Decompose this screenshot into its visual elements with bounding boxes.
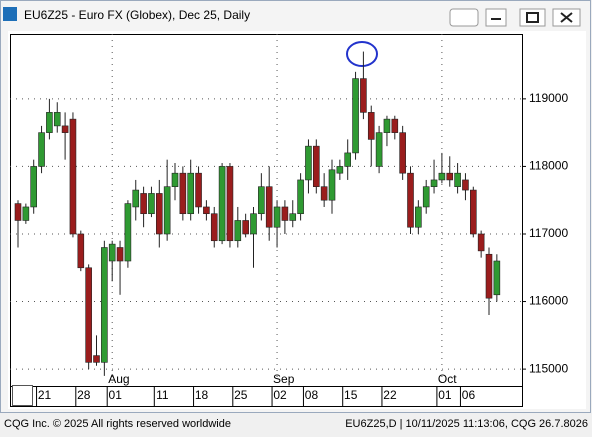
candle-body	[312, 145, 320, 187]
candle-body	[250, 213, 257, 235]
candle-body	[171, 172, 179, 187]
x-tick-label: 06	[462, 388, 476, 402]
date-row	[10, 386, 523, 407]
candle-body	[320, 186, 328, 201]
candle-body	[493, 260, 501, 296]
candle-body	[281, 206, 289, 221]
candle-body	[469, 189, 477, 235]
candle-body	[85, 267, 92, 363]
candle-body	[203, 206, 210, 215]
maximize-icon	[526, 12, 539, 23]
month-label: Oct	[438, 372, 457, 386]
y-tick-label: 116000	[529, 294, 568, 308]
candle-body	[116, 247, 124, 262]
x-tick-label: 25	[234, 388, 248, 402]
y-tick-label: 117000	[529, 226, 568, 240]
x-tick-label: 22	[383, 388, 397, 402]
candle-body	[132, 189, 140, 208]
candle-body	[234, 220, 242, 242]
candle-body	[485, 253, 493, 299]
candle-body	[46, 112, 53, 133]
month-label: Sep	[273, 372, 295, 386]
candle-body	[477, 233, 485, 252]
candle-body	[454, 172, 461, 187]
candle-body	[289, 213, 297, 221]
x-tick-label: 18	[195, 388, 209, 402]
x-tick-label: 01	[438, 388, 452, 402]
x-tick-label: 02	[273, 388, 287, 402]
candle-body	[124, 203, 132, 262]
y-tick-label: 118000	[529, 159, 568, 173]
x-tick-label: 08	[305, 388, 319, 402]
candle-body	[93, 355, 100, 363]
candle-body	[265, 186, 273, 228]
candle-body	[462, 179, 469, 191]
candle-body	[61, 125, 69, 133]
candle-body	[148, 193, 155, 215]
y-tick-label: 115000	[529, 361, 568, 375]
candle-body	[53, 112, 61, 127]
maximize-button[interactable]	[519, 8, 546, 27]
highlight-circle	[346, 41, 378, 67]
candle-body	[352, 78, 359, 154]
candle-body	[305, 145, 312, 181]
candle-body	[438, 172, 446, 181]
candle-body	[258, 186, 265, 215]
candle-body	[336, 166, 344, 174]
candle-body	[328, 169, 336, 201]
candle-body	[77, 233, 85, 269]
candle-body	[367, 112, 375, 140]
candle-body	[38, 132, 45, 167]
candle-body	[218, 166, 226, 242]
candle-body	[69, 118, 77, 235]
candle-body	[22, 206, 30, 221]
candle-body	[156, 193, 163, 235]
candle-body	[273, 206, 281, 228]
candle-body	[297, 179, 304, 215]
candle-body	[226, 166, 234, 242]
candle-body	[108, 243, 116, 262]
candle-body	[422, 186, 430, 208]
app-icon	[3, 7, 17, 21]
candle-body	[179, 172, 187, 215]
footer-left: CQG Inc. © 2025 All rights reserved worl…	[4, 418, 231, 430]
x-tick-label: 28	[77, 388, 91, 402]
candle-body	[344, 152, 352, 167]
candle-body	[101, 247, 108, 363]
candle-body	[375, 132, 383, 167]
candle-body	[242, 220, 249, 235]
candle-body	[399, 132, 406, 174]
candle-body	[14, 203, 22, 221]
x-tick-label: 11	[156, 388, 169, 402]
x-tick-label: 01	[109, 388, 123, 402]
footer-right: EU6Z25,D | 10/11/2025 11:13:06, CQG 26.7…	[345, 418, 588, 430]
x-tick-label: 21	[38, 388, 52, 402]
month-label: Aug	[108, 372, 129, 386]
window-title: EU6Z25 - Euro FX (Globex), Dec 25, Daily	[24, 8, 250, 22]
x-tick-label: 15	[344, 388, 358, 402]
scroll-box[interactable]	[12, 385, 33, 406]
candle-body	[430, 179, 438, 187]
candle-body	[195, 172, 202, 208]
candle-body	[140, 193, 147, 215]
candle-body	[391, 118, 399, 133]
chart-area	[8, 31, 586, 409]
candle-body	[407, 172, 414, 228]
minimize-button[interactable]	[485, 8, 507, 27]
close-icon	[560, 12, 573, 23]
candle-body	[446, 172, 454, 181]
candle-body	[360, 78, 367, 113]
candle-body	[415, 206, 422, 228]
candle-body	[210, 213, 218, 242]
candle-body	[163, 186, 171, 235]
candle-body	[187, 172, 194, 215]
candle-body	[383, 118, 391, 133]
y-tick-label: 119000	[529, 91, 568, 105]
candle-body	[30, 166, 38, 208]
link-button[interactable]	[449, 8, 479, 27]
